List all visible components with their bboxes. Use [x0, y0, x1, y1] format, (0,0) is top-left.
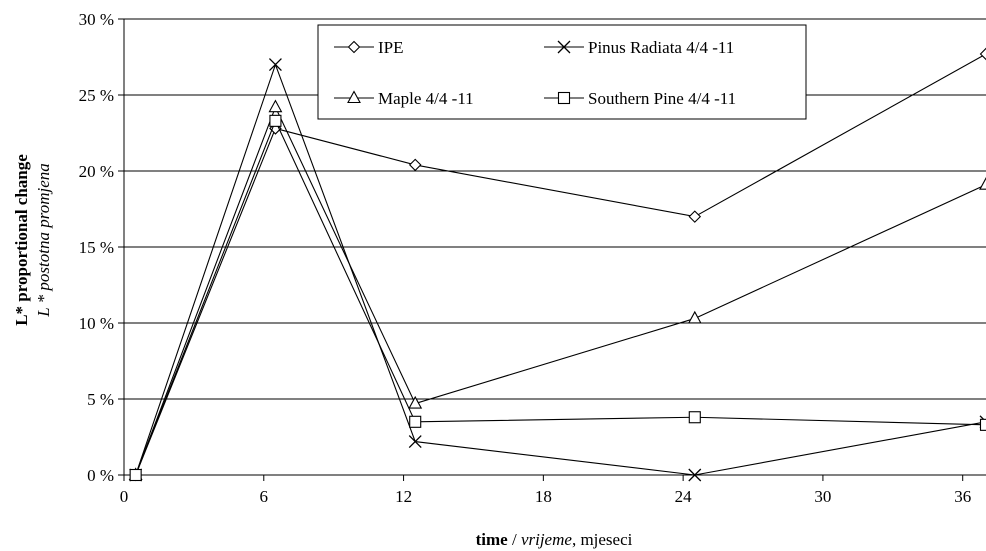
x-axis-title-rest: , mjeseci — [572, 530, 633, 549]
x-axis-title-separator: / — [508, 530, 521, 549]
data-point-southern-pine-4-4-11-1 — [270, 115, 281, 126]
data-point-southern-pine-4-4-11-0 — [130, 470, 141, 481]
data-point-ipe-4 — [981, 48, 986, 59]
data-point-ipe-2 — [410, 159, 421, 170]
data-point-southern-pine-4-4-11-4 — [981, 419, 986, 430]
x-axis-ticks: 0 6 12 18 24 30 36 — [120, 475, 971, 506]
y-axis-subtitle: L * postotna promjena — [34, 163, 53, 318]
x-tick-label-0: 0 — [120, 487, 129, 506]
data-point-maple-4-4-11-4 — [980, 178, 986, 189]
series-pinus-radiata-4-4-11 — [130, 59, 986, 481]
data-point-ipe-3 — [689, 211, 700, 222]
data-point-southern-pine-4-4-11-3 — [689, 412, 700, 423]
legend: IPE Pinus Radiata 4/4 -11 Maple 4/4 -11 Sou… — [318, 25, 806, 119]
y-tick-label-30: 30 % — [79, 10, 114, 29]
x-axis-title-bold: time — [476, 530, 509, 549]
x-tick-label-36: 36 — [954, 487, 971, 506]
x-axis-title-italic: vrijeme — [521, 530, 572, 549]
x-tick-label-12: 12 — [395, 487, 412, 506]
x-axis-title: time / vrijeme, mjeseci — [476, 530, 633, 549]
data-point-pinus-radiata-4-4-11-1 — [269, 59, 281, 71]
y-axis-title: L* proportional change — [12, 154, 31, 326]
data-point-maple-4-4-11-3 — [689, 312, 701, 323]
series-line-southern-pine-4-4-11 — [136, 121, 986, 475]
series-line-pinus-radiata-4-4-11 — [136, 65, 986, 475]
legend-label-ipe: IPE — [378, 38, 404, 57]
y-tick-label-10: 10 % — [79, 314, 114, 333]
legend-marker-southern-pine-4-4-11 — [559, 93, 570, 104]
y-tick-label-15: 15 % — [79, 238, 114, 257]
x-tick-label-6: 6 — [260, 487, 269, 506]
legend-label-pinus-radiata-4-4-11: Pinus Radiata 4/4 -11 — [588, 38, 734, 57]
y-tick-label-20: 20 % — [79, 162, 114, 181]
legend-label-southern-pine-4-4-11: Southern Pine 4/4 -11 — [588, 89, 736, 108]
y-tick-label-5: 5 % — [87, 390, 114, 409]
data-point-southern-pine-4-4-11-2 — [410, 416, 421, 427]
y-axis-ticks: 0 % 5 % 10 % 15 % 20 % 25 % 30 % — [79, 10, 124, 485]
x-tick-label-30: 30 — [814, 487, 831, 506]
data-point-maple-4-4-11-1 — [269, 101, 281, 112]
y-tick-label-0: 0 % — [87, 466, 114, 485]
x-tick-label-24: 24 — [675, 487, 693, 506]
series-maple-4-4-11 — [130, 101, 986, 480]
y-tick-label-25: 25 % — [79, 86, 114, 105]
legend-label-maple-4-4-11: Maple 4/4 -11 — [378, 89, 474, 108]
x-tick-label-18: 18 — [535, 487, 552, 506]
